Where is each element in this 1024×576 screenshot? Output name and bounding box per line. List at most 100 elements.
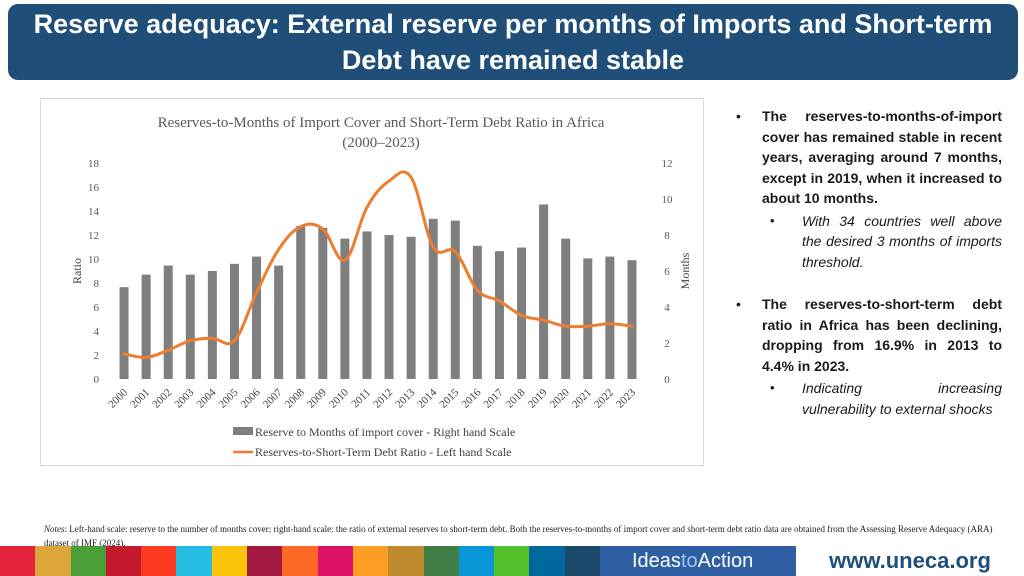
slide-title: Reserve adequacy: External reserve per m… [33, 9, 993, 75]
finding-text: The reserves-to-short-term debt ratio in… [762, 296, 1002, 374]
sdg-color-block [247, 546, 283, 576]
legend-bar-label: Reserve to Months of import cover - Righ… [255, 425, 515, 439]
left-axis-tick: 0 [94, 374, 100, 386]
sdg-color-block [494, 546, 530, 576]
bullet-dot: • [736, 108, 741, 124]
sdg-color-strip [0, 546, 601, 576]
x-axis-tick: 2021 [570, 387, 594, 411]
left-axis-tick: 8 [94, 278, 100, 290]
sdg-color-block [529, 546, 565, 576]
right-axis-tick: 6 [664, 266, 670, 278]
sdg-color-block [176, 546, 212, 576]
sdg-color-block [317, 546, 353, 576]
x-axis-tick: 2012 [371, 387, 395, 411]
bullet-dot: • [736, 296, 741, 312]
bar-2001 [141, 274, 151, 379]
bar-2000 [119, 287, 129, 379]
bar-2021 [583, 258, 593, 379]
left-axis-tick: 10 [88, 254, 100, 266]
bar-2010 [340, 238, 350, 379]
x-axis-tick: 2009 [305, 386, 329, 410]
bar-2013 [406, 236, 416, 379]
notes-label: Notes [44, 524, 65, 534]
finding-subtext: With 34 countries well above the desired… [802, 212, 1002, 270]
left-axis-tick: 2 [94, 350, 100, 362]
bar-2009 [318, 227, 328, 379]
x-axis-tick: 2004 [194, 386, 218, 410]
x-axis-tick: 2014 [415, 386, 439, 410]
bar-2012 [384, 235, 394, 379]
x-axis-tick: 2007 [261, 386, 285, 410]
sdg-color-block [564, 546, 601, 576]
bar-2022 [605, 256, 615, 379]
bar-2006 [252, 256, 262, 379]
x-axis-tick: 2022 [592, 387, 616, 411]
sub-bullet-dot: • [770, 380, 775, 395]
legend: Reserve to Months of import cover - Righ… [233, 425, 515, 459]
bar-2014 [428, 218, 438, 379]
notes-text: : Left-hand scale: reserve to the number… [44, 524, 993, 548]
sdg-color-block [352, 546, 389, 576]
x-axis-tick: 2018 [504, 386, 528, 410]
sdg-color-block [282, 546, 318, 576]
x-axis-tick: 2011 [349, 387, 373, 411]
sdg-color-block [35, 546, 71, 576]
slide-title-banner: Reserve adequacy: External reserve per m… [8, 4, 1018, 80]
x-axis-tick: 2016 [459, 386, 483, 410]
bar-2005 [229, 263, 239, 379]
bar-2011 [362, 231, 372, 379]
y-axis-left-label: Ratio [70, 258, 84, 284]
chart-notes: Notes: Left-hand scale: reserve to the n… [44, 522, 1004, 550]
x-axis-tick: 2013 [393, 386, 417, 410]
key-findings: • The reserves-to-months-of-import cover… [736, 106, 1002, 419]
line-series [122, 170, 634, 359]
x-axis-tick: 2019 [526, 386, 550, 410]
x-axis-tick: 2005 [217, 386, 241, 410]
ideas-to-action-logo: IdeastoAction [600, 546, 796, 576]
bar-2007 [274, 265, 284, 379]
x-axis-tick: 2015 [437, 386, 461, 410]
right-axis-tick: 8 [664, 230, 670, 242]
finding-text: The reserves-to-months-of-import cover h… [762, 108, 1002, 206]
sub-bullet-dot: • [770, 212, 775, 228]
chart-title: Reserves-to-Months of Import Cover and S… [158, 115, 605, 131]
bar-2004 [207, 271, 217, 379]
chart-panel: Reserves-to-Months of Import Cover and S… [40, 98, 704, 466]
line-debt-ratio [122, 170, 634, 359]
sdg-color-block [70, 546, 106, 576]
left-axis-tick: 4 [94, 326, 100, 338]
sdg-color-block [211, 546, 248, 576]
bar-2020 [561, 238, 571, 379]
sdg-color-block [0, 546, 36, 576]
x-axis-tick: 2023 [614, 386, 638, 410]
website-url[interactable]: www.uneca.org [796, 546, 1024, 576]
x-axis-tick: 2006 [239, 386, 263, 410]
finding-2: • The reserves-to-short-term debt ratio … [736, 294, 1002, 419]
x-axis-tick: 2000 [106, 386, 130, 410]
bar-2015 [450, 220, 460, 379]
x-axis-tick: 2003 [172, 386, 196, 410]
legend-bar-swatch [233, 427, 253, 435]
chart-subtitle: (2000–2023) [342, 135, 420, 151]
footer-bar: IdeastoAction www.uneca.org [0, 546, 1024, 576]
sdg-color-block [141, 546, 177, 576]
sdg-color-block [388, 546, 424, 576]
right-axis-tick: 10 [662, 194, 674, 206]
finding-1: • The reserves-to-months-of-import cover… [736, 106, 1002, 272]
sdg-color-block [105, 546, 142, 576]
right-axis-tick: 12 [662, 158, 673, 170]
right-axis-tick: 4 [664, 302, 670, 314]
y-axis-right-label: Months [678, 252, 692, 289]
left-axis-tick: 6 [94, 302, 100, 314]
sdg-color-block [423, 546, 459, 576]
legend-line-label: Reserves-to-Short-Term Debt Ratio - Left… [255, 445, 511, 459]
bar-2023 [627, 260, 637, 379]
bar-2018 [517, 247, 527, 379]
bar-2019 [539, 204, 549, 379]
bar-series [119, 204, 637, 379]
x-axis-tick: 2001 [128, 387, 152, 411]
bar-2008 [296, 226, 306, 379]
left-axis-tick: 14 [88, 206, 100, 218]
x-axis-tick: 2008 [283, 386, 307, 410]
right-axis-tick: 2 [664, 338, 670, 350]
